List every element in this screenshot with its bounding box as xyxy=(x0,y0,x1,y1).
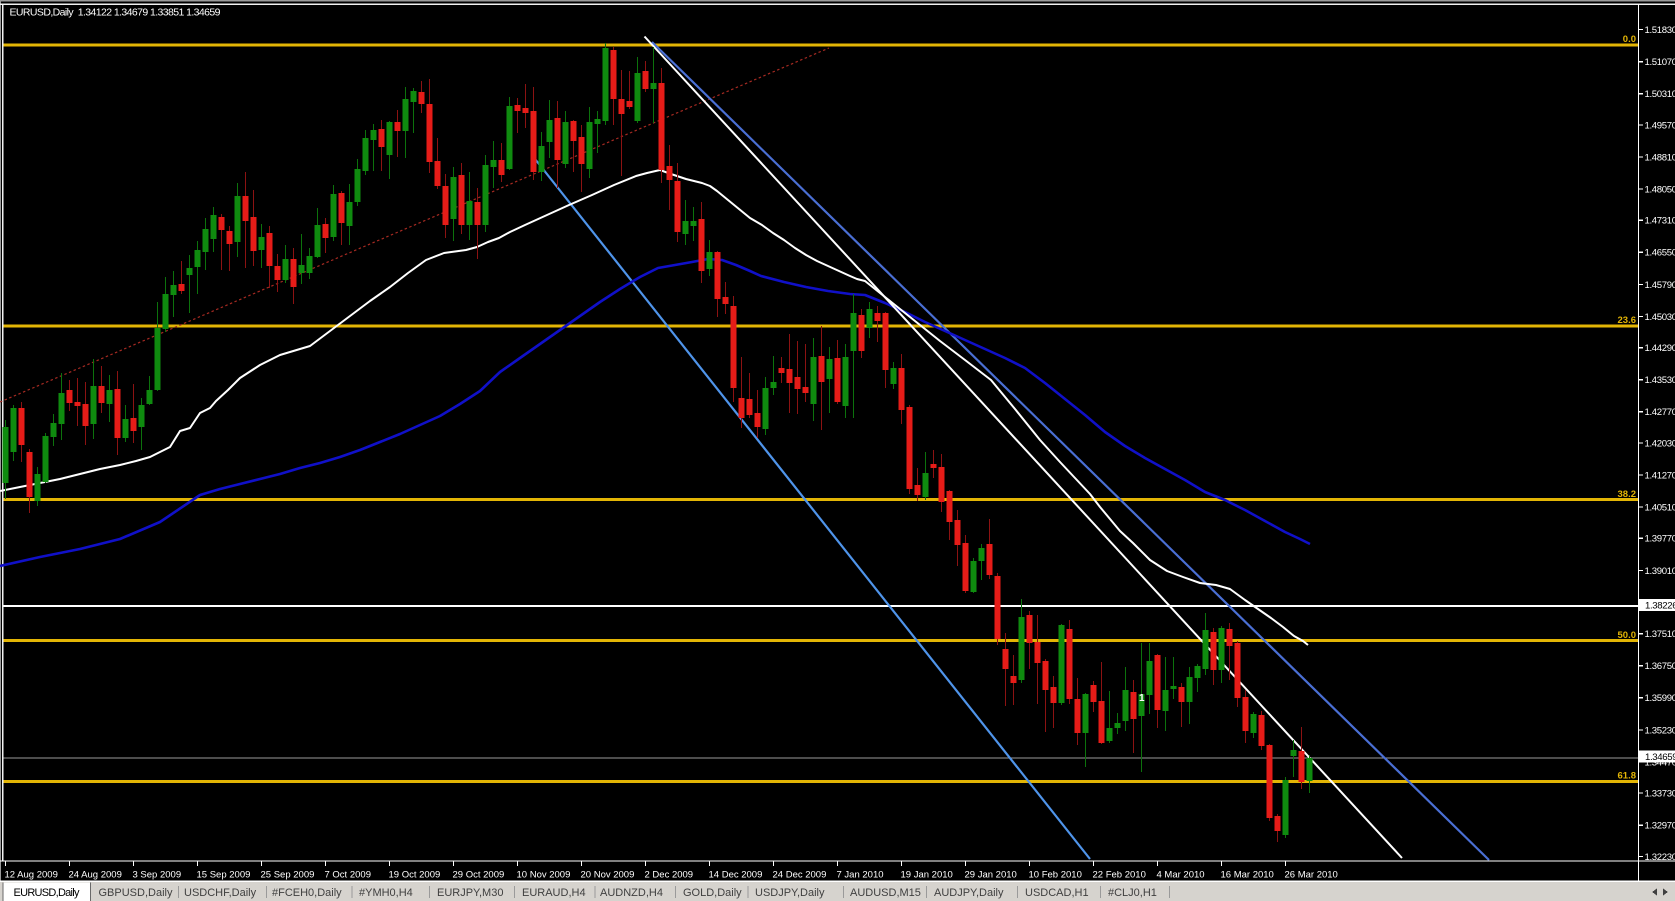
svg-text:14 Dec 2009: 14 Dec 2009 xyxy=(709,870,763,881)
svg-text:AUDUSD,M15: AUDUSD,M15 xyxy=(850,887,921,899)
svg-text:1.35990: 1.35990 xyxy=(1645,693,1675,704)
svg-text:29 Oct 2009: 29 Oct 2009 xyxy=(453,870,505,881)
svg-text:#CLJ0,H1: #CLJ0,H1 xyxy=(1108,887,1157,899)
svg-text:22 Feb 2010: 22 Feb 2010 xyxy=(1093,870,1146,881)
svg-text:1.37510: 1.37510 xyxy=(1645,629,1675,640)
svg-text:EURJPY,M30: EURJPY,M30 xyxy=(437,887,503,899)
svg-text:USDCAD,H1: USDCAD,H1 xyxy=(1025,887,1089,899)
svg-text:AUDNZD,H4: AUDNZD,H4 xyxy=(600,887,663,899)
svg-text:12 Aug 2009: 12 Aug 2009 xyxy=(5,870,58,881)
svg-text:19 Jan 2010: 19 Jan 2010 xyxy=(901,870,953,881)
svg-text:AUDJPY,Daily: AUDJPY,Daily xyxy=(934,887,1004,899)
svg-text:EURUSD,Daily 1.34122 1.34679: EURUSD,Daily 1.34122 1.34679 1.33851 1.3… xyxy=(10,7,221,19)
svg-text:EURUSD,Daily: EURUSD,Daily xyxy=(14,887,81,899)
svg-text:26 Mar 2010: 26 Mar 2010 xyxy=(1285,870,1338,881)
svg-text:1.48050: 1.48050 xyxy=(1645,185,1675,196)
svg-text:1.39770: 1.39770 xyxy=(1645,534,1675,545)
svg-text:24 Aug 2009: 24 Aug 2009 xyxy=(69,870,122,881)
svg-text:1.33730: 1.33730 xyxy=(1645,789,1675,800)
svg-text:15 Sep 2009: 15 Sep 2009 xyxy=(197,870,251,881)
svg-text:29 Jan 2010: 29 Jan 2010 xyxy=(965,870,1017,881)
svg-text:2 Dec 2009: 2 Dec 2009 xyxy=(645,870,694,881)
svg-text:20 Nov 2009: 20 Nov 2009 xyxy=(581,870,635,881)
svg-text:1.40510: 1.40510 xyxy=(1645,503,1675,514)
svg-text:38.2: 38.2 xyxy=(1618,489,1637,500)
svg-text:1.42030: 1.42030 xyxy=(1645,438,1675,449)
svg-text:1.38226: 1.38226 xyxy=(1645,601,1675,612)
svg-text:1.35230: 1.35230 xyxy=(1645,725,1675,736)
svg-text:3 Sep 2009: 3 Sep 2009 xyxy=(133,870,182,881)
svg-text:1.41270: 1.41270 xyxy=(1645,471,1675,482)
svg-text:1.45790: 1.45790 xyxy=(1645,280,1675,291)
svg-text:19 Oct 2009: 19 Oct 2009 xyxy=(389,870,441,881)
svg-text:1.51070: 1.51070 xyxy=(1645,57,1675,68)
svg-text:50.0: 50.0 xyxy=(1618,630,1637,641)
svg-text:USDJPY,Daily: USDJPY,Daily xyxy=(755,887,825,899)
svg-text:7 Jan 2010: 7 Jan 2010 xyxy=(837,870,884,881)
svg-text:24 Dec 2009: 24 Dec 2009 xyxy=(773,870,827,881)
svg-text:1.32970: 1.32970 xyxy=(1645,821,1675,832)
svg-text:1.43530: 1.43530 xyxy=(1645,375,1675,386)
svg-text:GBPUSD,Daily: GBPUSD,Daily xyxy=(99,887,173,899)
svg-text:7 Oct 2009: 7 Oct 2009 xyxy=(325,870,371,881)
svg-text:10 Feb 2010: 10 Feb 2010 xyxy=(1029,870,1082,881)
svg-text:61.8: 61.8 xyxy=(1618,771,1637,782)
svg-text:1.34659: 1.34659 xyxy=(1645,752,1675,763)
svg-text:EURAUD,H4: EURAUD,H4 xyxy=(522,887,586,899)
svg-text:1.44290: 1.44290 xyxy=(1645,343,1675,354)
svg-text:1.50310: 1.50310 xyxy=(1645,89,1675,100)
svg-text:1.47310: 1.47310 xyxy=(1645,216,1675,227)
svg-text:1.42770: 1.42770 xyxy=(1645,407,1675,418)
svg-text:1.34470: 1.34470 xyxy=(1645,757,1675,768)
svg-text:1.39010: 1.39010 xyxy=(1645,566,1675,577)
svg-text:0.0: 0.0 xyxy=(1623,34,1636,45)
svg-text:4 Mar 2010: 4 Mar 2010 xyxy=(1157,870,1205,881)
svg-text:1.36750: 1.36750 xyxy=(1645,661,1675,672)
svg-text:#YMH0,H4: #YMH0,H4 xyxy=(359,887,413,899)
svg-text:16 Mar 2010: 16 Mar 2010 xyxy=(1221,870,1274,881)
svg-text:GOLD,Daily: GOLD,Daily xyxy=(683,887,742,899)
svg-text:1.45030: 1.45030 xyxy=(1645,312,1675,323)
svg-text:1.49570: 1.49570 xyxy=(1645,120,1675,131)
svg-text:10 Nov 2009: 10 Nov 2009 xyxy=(517,870,571,881)
svg-text:#FCEH0,Daily: #FCEH0,Daily xyxy=(272,887,342,899)
svg-text:25 Sep 2009: 25 Sep 2009 xyxy=(261,870,315,881)
svg-text:1: 1 xyxy=(1139,693,1145,704)
svg-text:1.51830: 1.51830 xyxy=(1645,25,1675,36)
svg-text:23.6: 23.6 xyxy=(1618,315,1637,326)
svg-text:USDCHF,Daily: USDCHF,Daily xyxy=(184,887,257,899)
svg-text:1.48810: 1.48810 xyxy=(1645,152,1675,163)
svg-text:1.32230: 1.32230 xyxy=(1645,852,1675,863)
svg-text:1.46550: 1.46550 xyxy=(1645,248,1675,259)
